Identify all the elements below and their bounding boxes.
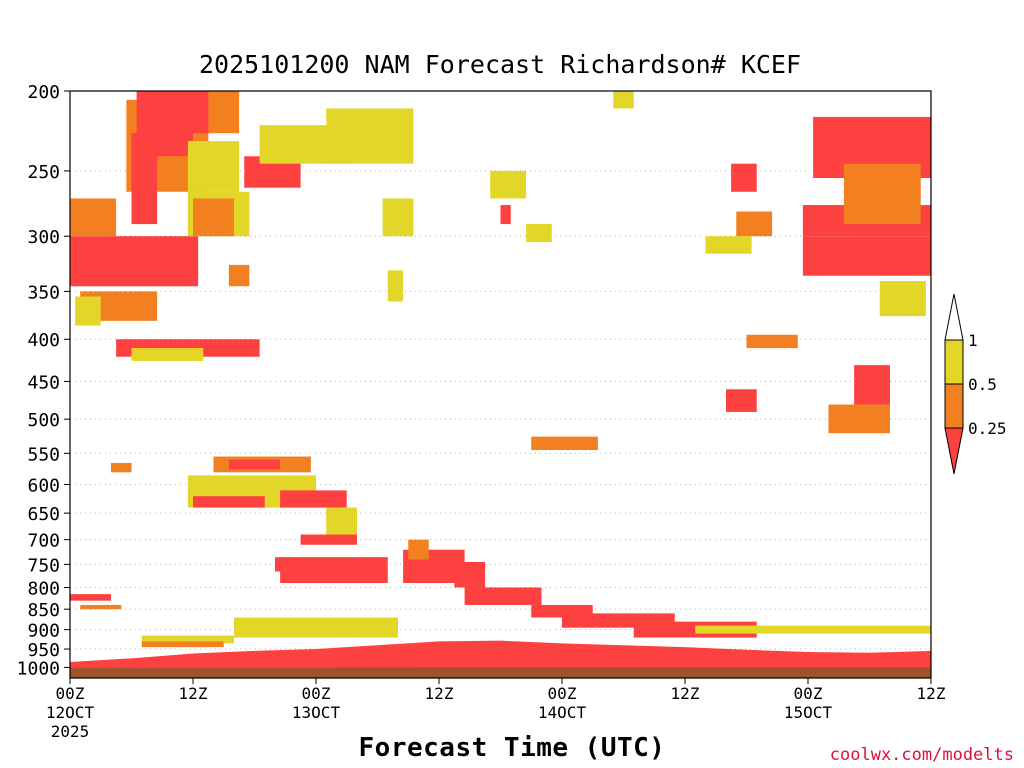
ri-cell-high [613,91,634,109]
legend-swatch-low [944,427,964,475]
x-tick-label: 12Z [179,684,208,703]
ri-cell-low [131,133,158,225]
ri-cell-mid [843,163,921,225]
x-tick-label: 2025 [51,722,90,741]
y-tick-label: 750 [27,555,60,576]
ri-cell-high [234,617,398,638]
credit-link[interactable]: coolwx.com/modelts [829,745,1014,765]
y-tick-label: 250 [27,162,60,183]
ri-cell-low [731,163,757,192]
y-tick-label: 800 [27,578,60,599]
ri-cell-high [187,141,240,192]
ri-cell-low [300,534,357,545]
ri-cell-high [695,625,931,634]
y-tick-label: 900 [27,621,60,642]
ri-cell-low [454,561,486,588]
ri-cell-low [162,91,214,134]
legend-swatch-mid [944,383,964,429]
x-tick-label: 00Z [548,684,577,703]
y-tick-label: 400 [27,330,60,351]
legend-swatch-white [944,293,964,341]
boundary-layer-band [70,640,931,669]
x-tick-label: 13OCT [292,703,341,722]
ri-cell-low [275,557,388,572]
ri-cell-low [228,459,281,470]
ri-cell-high [75,296,101,326]
ri-cell-mid [208,91,240,134]
ri-cell-high [879,281,926,317]
y-tick-label: 1000 [17,658,60,679]
x-tick-label: 00Z [56,684,85,703]
ri-cell-low [726,389,757,412]
ri-cell-high [526,224,552,243]
legend-swatch-high [944,339,964,385]
legend-level-label: 1 [968,331,978,350]
x-tick-label: 00Z [302,684,331,703]
ri-cell-low [193,496,265,508]
y-tick-label: 450 [27,372,60,393]
ri-cell-high [387,270,404,302]
ri-cell-low [70,594,111,601]
y-tick-label: 650 [27,504,60,525]
x-tick-label: 12Z [917,684,946,703]
ri-cell-high [490,170,527,199]
y-tick-label: 350 [27,282,60,303]
y-tick-label: 200 [27,82,60,103]
y-tick-label: 300 [27,227,60,248]
ri-cell-high [131,348,204,361]
ri-cell-low [280,490,347,508]
ri-cell-high [141,635,234,644]
x-tick-label: 12OCT [46,703,95,722]
y-tick-label: 500 [27,410,60,431]
ri-cell-mid [531,436,598,451]
ri-cell-low [280,571,388,583]
legend-level-label: 0.25 [968,419,1007,438]
ri-cell-low [464,587,542,605]
y-tick-label: 600 [27,475,60,496]
x-tick-label: 14OCT [538,703,587,722]
y-tick-label: 950 [27,640,60,661]
ri-cell-high [326,507,357,535]
ri-cell-high [705,236,752,254]
ri-cell-low [854,365,890,405]
ri-cell-low [70,236,199,287]
ground-fill [70,667,931,678]
y-tick-label: 550 [27,444,60,465]
x-tick-label: 12Z [671,684,700,703]
ri-cell-mid [408,539,429,560]
ri-cell-low [802,236,931,276]
ri-cell-mid [736,211,773,237]
x-tick-label: 15OCT [784,703,833,722]
ri-cell-mid [141,641,224,648]
y-tick-label: 700 [27,531,60,552]
ri-cell-mid [80,604,122,610]
ri-cell-high [382,198,414,237]
ri-cell-mid [193,198,234,237]
legend-level-label: 0.5 [968,375,997,394]
ri-cell-mid [828,404,890,434]
ri-cell-mid [746,334,798,349]
x-axis-label: Forecast Time (UTC) [358,733,666,763]
ri-cell-high [326,108,414,164]
x-tick-label: 00Z [794,684,823,703]
plot-frame [69,90,932,679]
ri-cell-low [500,205,511,225]
ri-cell-mid [111,462,132,473]
ri-cell-mid [70,198,117,237]
y-tick-label: 850 [27,600,60,621]
ri-cell-mid [228,264,250,287]
x-tick-label: 12Z [425,684,454,703]
chart-title: 2025101200 NAM Forecast Richardson# KCEF [198,50,802,79]
